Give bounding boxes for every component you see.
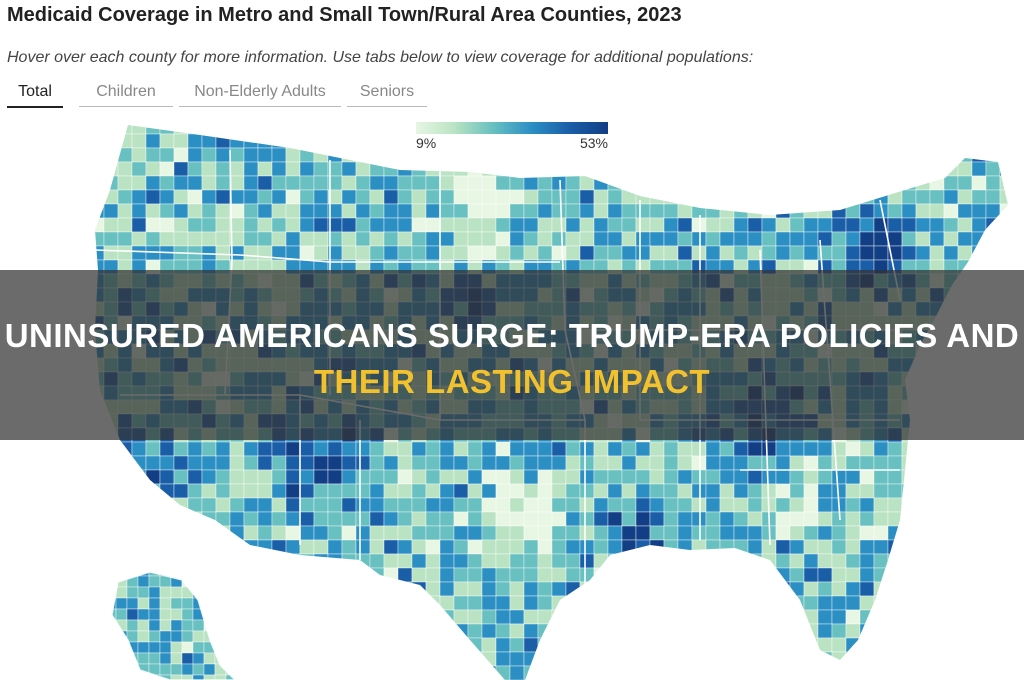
tab-total[interactable]: Total — [7, 82, 63, 108]
tab-seniors[interactable]: Seniors — [347, 82, 427, 107]
headline-banner: UNINSURED AMERICANS SURGE: TRUMP-ERA POL… — [0, 270, 1024, 440]
legend-gradient-bar — [416, 122, 608, 134]
legend-min-label: 9% — [416, 135, 437, 151]
alaska-counties[interactable] — [105, 565, 248, 680]
legend-max-label: 53% — [579, 135, 608, 151]
color-legend: 9% 53% — [416, 122, 608, 151]
tab-children[interactable]: Children — [79, 82, 173, 107]
alaska-border — [112, 572, 235, 680]
headline-line-2: THEIR LASTING IMPACT — [313, 363, 711, 400]
page-title: Medicaid Coverage in Metro and Small Tow… — [7, 4, 682, 26]
instruction-text: Hover over each county for more informat… — [7, 49, 754, 66]
tab-non-elderly-adults[interactable]: Non-Elderly Adults — [179, 82, 341, 107]
headline-line-1: UNINSURED AMERICANS SURGE: TRUMP-ERA POL… — [4, 317, 1020, 354]
